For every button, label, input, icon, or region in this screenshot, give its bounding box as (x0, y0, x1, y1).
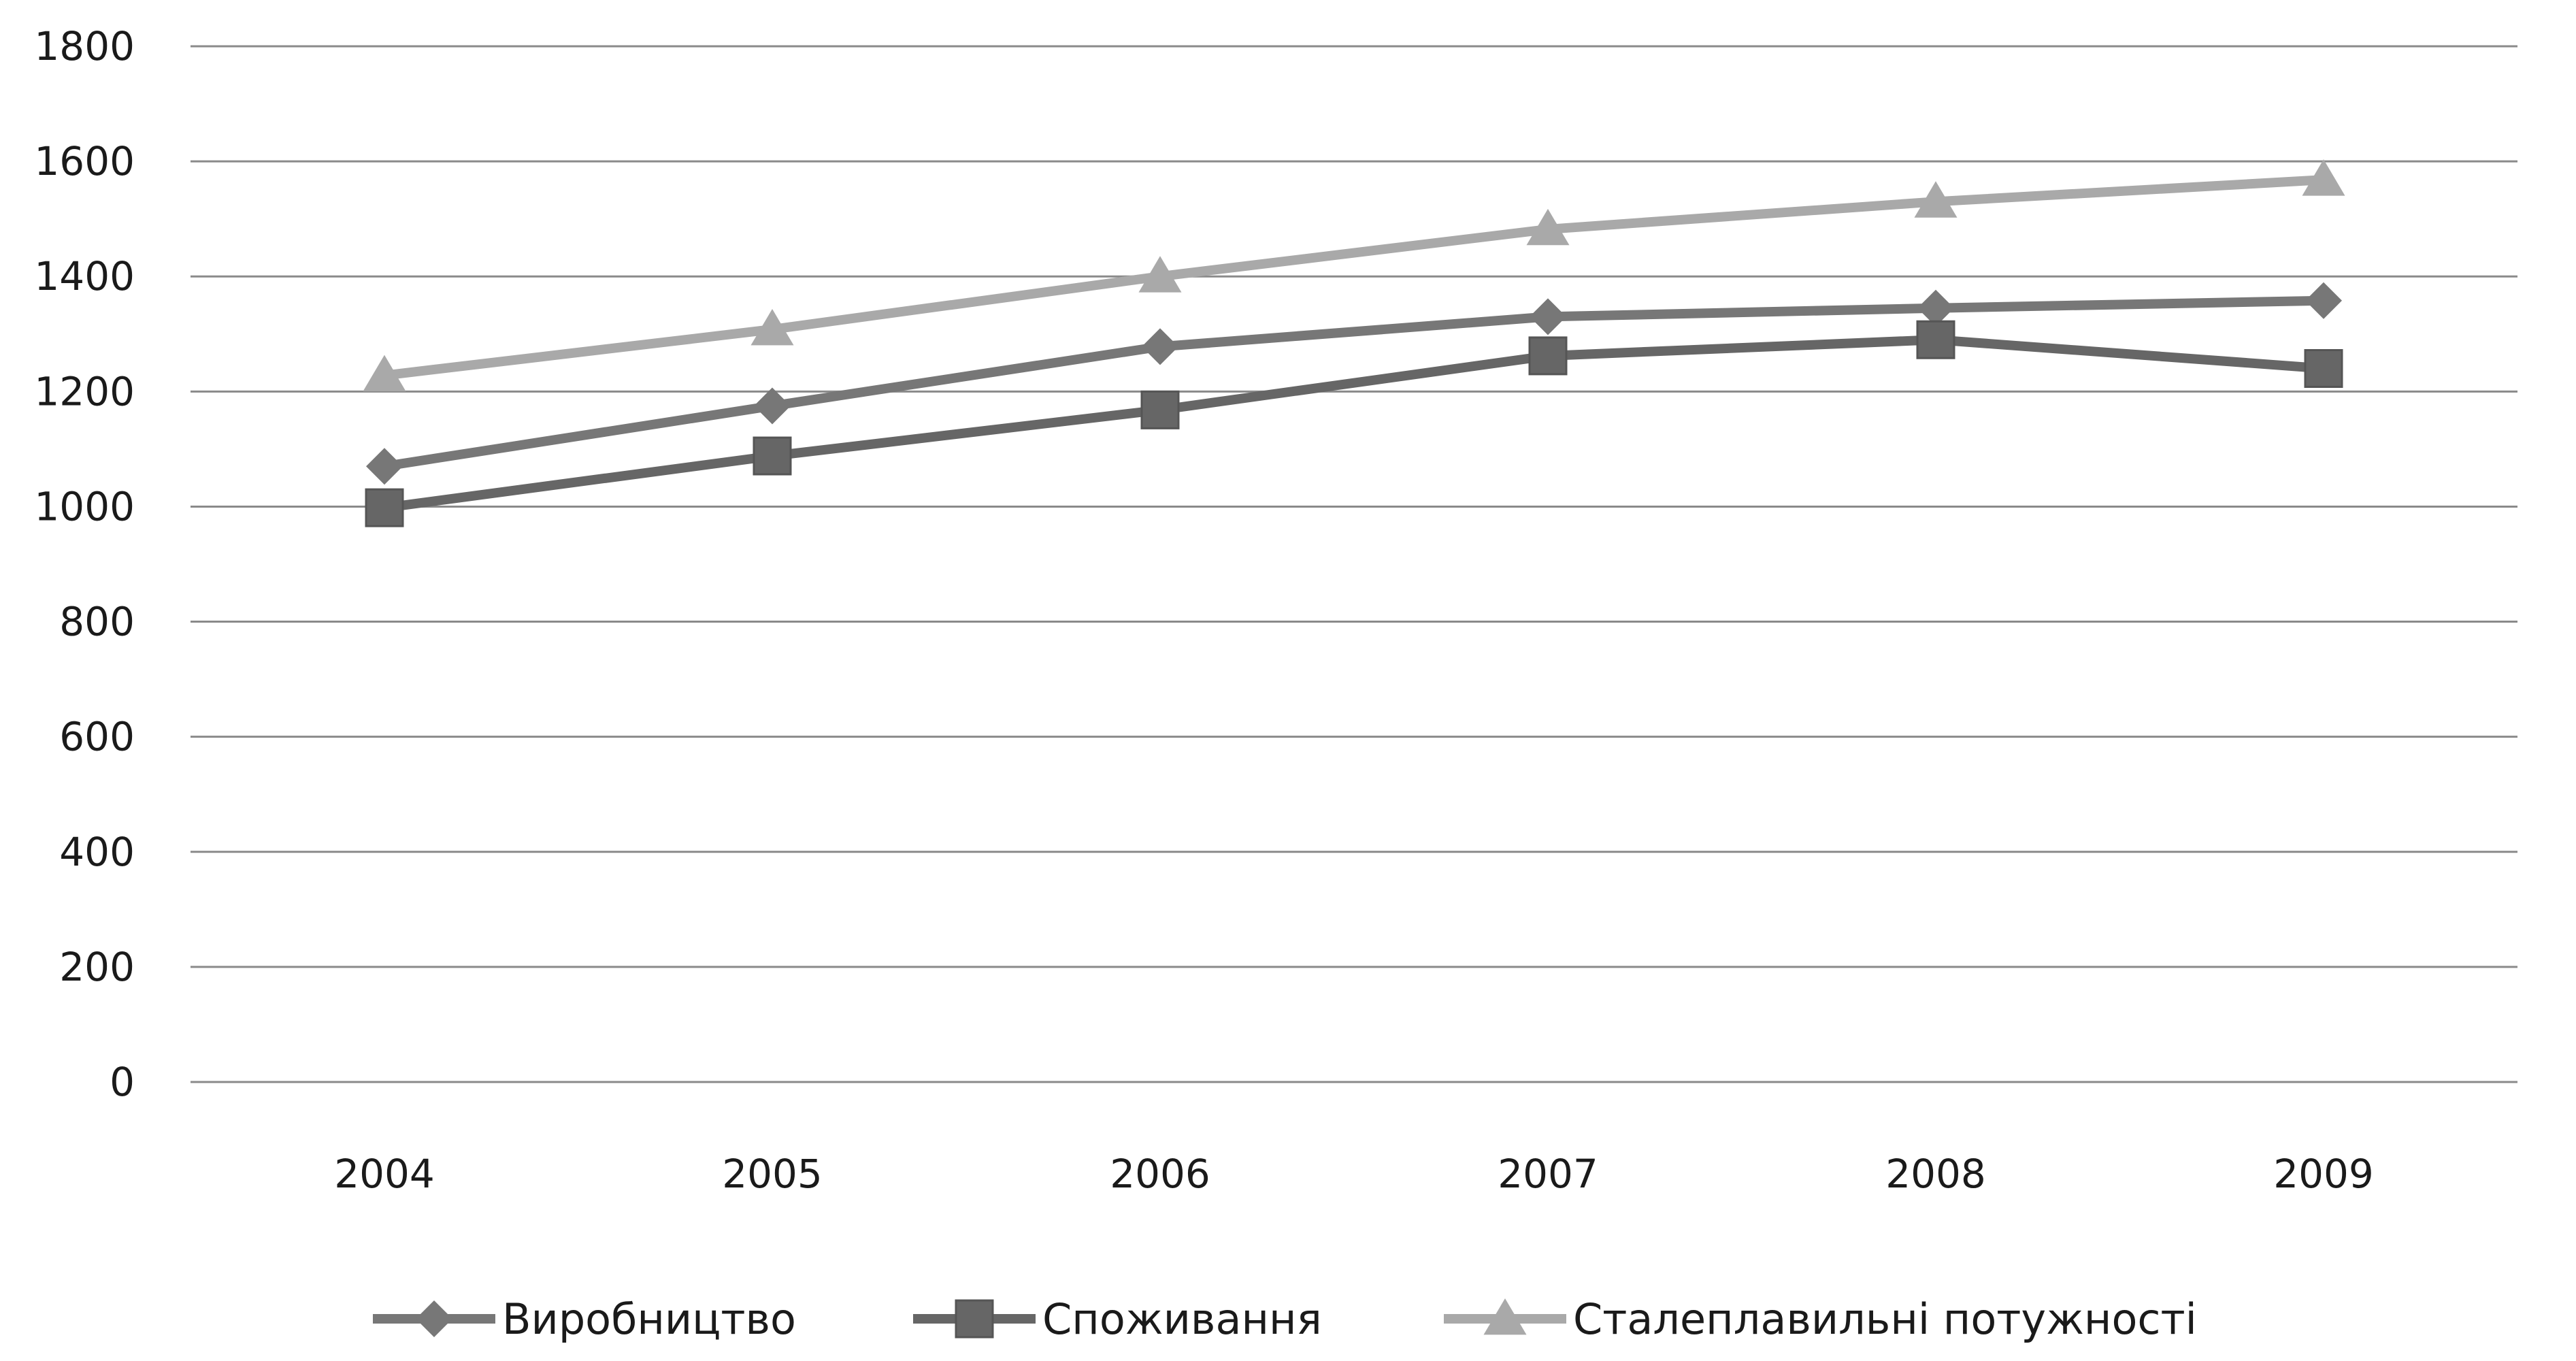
y-tick-label: 200 (59, 944, 135, 990)
y-tick-label: 800 (59, 599, 135, 645)
data-point (750, 309, 794, 346)
legend-item: Сталеплавильні потужності (1444, 1294, 2197, 1344)
series-lines (363, 159, 2345, 527)
gridlines (191, 45, 2517, 1083)
data-point (366, 448, 403, 485)
x-tick-label: 2007 (1498, 1151, 1598, 1197)
data-point (1530, 298, 1566, 335)
series-line (383, 295, 2324, 472)
data-point (365, 488, 404, 527)
legend-marker (1483, 1298, 1527, 1335)
data-point (1526, 208, 1570, 246)
data-point (2302, 159, 2345, 196)
data-point (754, 387, 791, 425)
legend-label: Сталеплавильні потужності (1573, 1294, 2197, 1344)
x-tick-label: 2006 (1110, 1151, 1210, 1197)
data-point (1916, 320, 1955, 359)
y-tick-label: 1800 (34, 23, 135, 69)
y-tick-label: 0 (110, 1059, 135, 1105)
y-tick-label: 1400 (34, 253, 135, 299)
legend-marker (955, 1299, 994, 1339)
data-point (2305, 282, 2342, 319)
y-tick-label: 1000 (34, 483, 135, 529)
series-square (365, 320, 2343, 527)
y-tick-label: 1600 (34, 138, 135, 184)
legend-label: Виробництво (502, 1294, 796, 1344)
series-triangle (363, 159, 2345, 392)
data-point (1138, 256, 1182, 293)
y-tick-label: 400 (59, 829, 135, 875)
data-point (753, 436, 792, 476)
legend-marker (416, 1300, 452, 1337)
legend: Виробництво Споживання Сталеплавильні поту… (373, 1294, 2197, 1344)
data-point (1142, 328, 1178, 365)
data-point (2304, 349, 2343, 389)
x-tick-label: 2004 (334, 1151, 435, 1197)
x-tick-label: 2005 (722, 1151, 823, 1197)
series-line (384, 175, 2324, 380)
data-point (363, 355, 406, 392)
x-tick-label: 2008 (1885, 1151, 1986, 1197)
data-point (1914, 181, 1958, 218)
legend-item: Споживання (913, 1294, 1322, 1344)
data-point (1528, 336, 1568, 376)
y-axis-tick-labels: 0 200 400 600 800 1000 1200 1400 1600 1800 (34, 23, 135, 1105)
legend-item: Виробництво (373, 1294, 796, 1344)
data-point (1140, 390, 1180, 429)
y-tick-label: 600 (59, 714, 135, 760)
x-axis-tick-labels: 2004 2005 2006 2007 2008 2009 (334, 1151, 2374, 1197)
legend-label: Споживання (1042, 1294, 1322, 1344)
x-tick-label: 2009 (2273, 1151, 2374, 1197)
series-line (384, 335, 2324, 513)
y-tick-label: 1200 (34, 368, 135, 414)
series-diamond (366, 282, 2342, 485)
data-point (1917, 289, 1954, 327)
